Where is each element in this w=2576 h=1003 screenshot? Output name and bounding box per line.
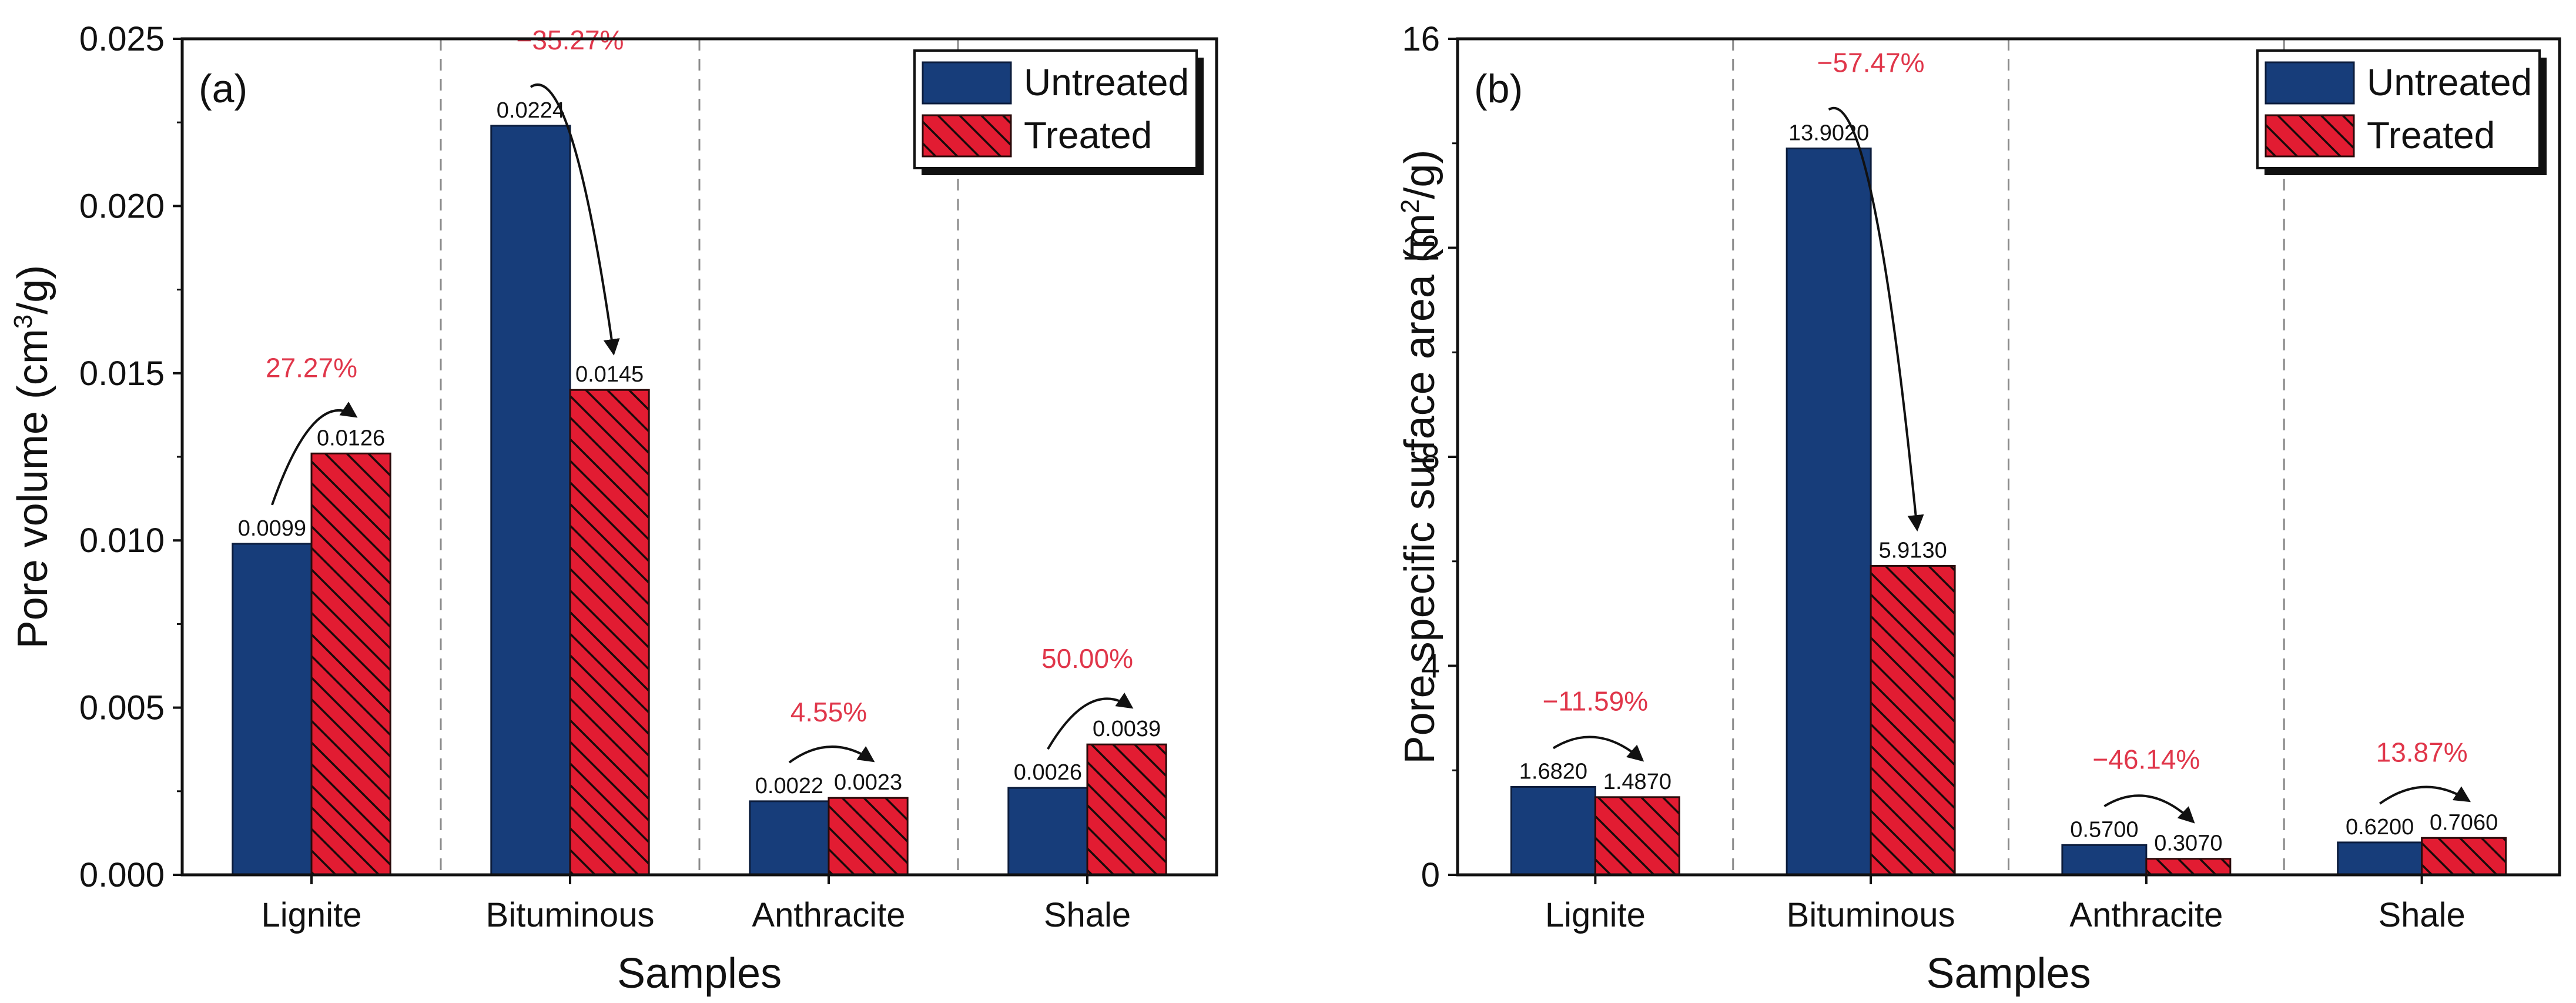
- percent-change-label: −11.59%: [1543, 686, 1648, 717]
- value-label-untreated: 0.0099: [238, 516, 306, 541]
- value-label-treated: 1.4870: [1603, 770, 1671, 794]
- change-arrow: [1828, 106, 1924, 532]
- change-arrow: [530, 83, 620, 356]
- value-label-treated: 5.9130: [1878, 538, 1947, 563]
- change-arrow: [2379, 785, 2471, 805]
- legend-label-treated: Treated: [1024, 114, 1152, 156]
- y-tick-label: 0.015: [79, 355, 165, 393]
- change-arrow: [2103, 794, 2195, 824]
- x-tick-label: Shale: [2378, 896, 2465, 934]
- y-tick-label: 0.005: [79, 689, 165, 727]
- chart-panel-b: 1.6820 1.4870 −11.59% Lignite 13.9020 5.9130 −…: [1396, 20, 2561, 997]
- value-label-untreated: 1.6820: [1519, 760, 1587, 784]
- y-tick-label: 0.020: [79, 187, 165, 225]
- legend-label-treated: Treated: [2367, 114, 2495, 156]
- x-tick-label: Lignite: [1545, 896, 1646, 934]
- bar-treated-lignite: [1594, 796, 1680, 876]
- y-axis-title-tail: /g): [1396, 150, 1443, 199]
- change-arrow: [1552, 735, 1644, 762]
- value-label-untreated: 13.9020: [1788, 121, 1869, 145]
- bar-untreated-shale: [1007, 787, 1088, 876]
- plot-frame: [180, 37, 1218, 877]
- value-label-treated: 0.7060: [2430, 810, 2498, 835]
- bar-treated-shale: [2421, 837, 2507, 876]
- change-arrow: [788, 745, 875, 764]
- bar-untreated-anthracite: [749, 800, 830, 876]
- bar-untreated-anthracite: [2061, 844, 2148, 876]
- y-tick-label: 4: [1421, 647, 1440, 686]
- bar-treated-lignite: [310, 452, 391, 876]
- x-tick-label: Shale: [1044, 896, 1131, 934]
- bar-treated-bituminous: [569, 389, 650, 876]
- y-axis-title-main: Pore volume (cm: [9, 329, 56, 648]
- y-axis-title-superscript: 3: [9, 315, 38, 329]
- value-label-treated: 0.0145: [575, 362, 644, 387]
- panel-label: (b): [1474, 66, 1523, 111]
- percent-change-label: 13.87%: [2376, 737, 2468, 767]
- value-label-untreated: 0.0022: [755, 774, 823, 798]
- y-tick-label: 0.010: [79, 521, 165, 560]
- percent-change-label: 27.27%: [266, 352, 357, 383]
- x-tick-label: Bituminous: [1787, 896, 1955, 934]
- plot-frame: [1456, 37, 2561, 877]
- percent-change-label: −46.14%: [2092, 744, 2200, 774]
- value-label-treated: 0.0023: [834, 770, 902, 795]
- legend-swatch-untreated: [922, 61, 1012, 105]
- x-tick-label: Anthracite: [2069, 896, 2223, 934]
- percent-change-label: −57.47%: [1817, 47, 1925, 78]
- legend-label-untreated: Untreated: [2367, 61, 2532, 103]
- legend-swatch-treated: [922, 114, 1012, 158]
- bar-untreated-bituminous: [1786, 147, 1872, 876]
- y-axis-title: Pore specific surface area (m2/g): [1396, 150, 1443, 764]
- chart-panel-a: 0.00990.012627.27%Lignite0.02240.0145−35…: [9, 20, 1218, 997]
- value-label-untreated: 0.0224: [497, 98, 565, 123]
- percent-change-label: 4.55%: [790, 697, 867, 727]
- x-tick-label: Anthracite: [752, 896, 905, 934]
- percent-change-label: 50.00%: [1041, 643, 1133, 674]
- legend-label-untreated: Untreated: [1024, 61, 1189, 103]
- value-label-untreated: 0.5700: [2070, 817, 2138, 842]
- y-tick-label: 12: [1402, 229, 1440, 268]
- bar-treated-bituminous: [1870, 564, 1956, 876]
- y-axis-title: Pore volume (cm3/g): [9, 265, 56, 649]
- legend: Untreated Treated: [913, 49, 1204, 175]
- y-axis-title-superscript: 2: [1396, 199, 1425, 213]
- bar-untreated-shale: [2337, 841, 2423, 876]
- x-tick-label: Bituminous: [486, 896, 655, 934]
- value-label-treated: 0.0126: [317, 426, 385, 450]
- legend-swatch-untreated: [2265, 61, 2355, 105]
- x-axis-title: Samples: [617, 950, 782, 997]
- x-tick-label: Lignite: [262, 896, 362, 934]
- legend: Untreated Treated: [2256, 49, 2547, 175]
- bar-untreated-lignite: [1510, 786, 1596, 876]
- y-axis-title-main: Pore specific surface area (m: [1396, 213, 1443, 764]
- y-axis-title-tail: /g): [9, 265, 56, 315]
- y-tick-label: 0: [1421, 856, 1440, 894]
- bar-treated-anthracite: [2145, 858, 2232, 876]
- x-axis-title: Samples: [1926, 950, 2091, 997]
- change-arrow: [1047, 692, 1134, 750]
- y-tick-label: 0.025: [79, 20, 165, 58]
- value-label-untreated: 0.6200: [2346, 815, 2414, 840]
- value-label-untreated: 0.0026: [1014, 760, 1082, 785]
- y-tick-label: 8: [1421, 438, 1440, 476]
- bar-treated-anthracite: [828, 797, 909, 876]
- bar-untreated-lignite: [232, 543, 313, 876]
- legend-swatch-treated: [2265, 114, 2355, 158]
- value-label-treated: 0.0039: [1093, 717, 1161, 741]
- bar-treated-shale: [1086, 743, 1167, 876]
- y-tick-label: 0.000: [79, 856, 165, 894]
- change-arrow: [271, 402, 358, 506]
- bar-untreated-bituminous: [490, 125, 571, 876]
- value-label-treated: 0.3070: [2154, 831, 2222, 856]
- y-tick-label: 16: [1402, 20, 1440, 58]
- panel-label: (a): [199, 66, 247, 111]
